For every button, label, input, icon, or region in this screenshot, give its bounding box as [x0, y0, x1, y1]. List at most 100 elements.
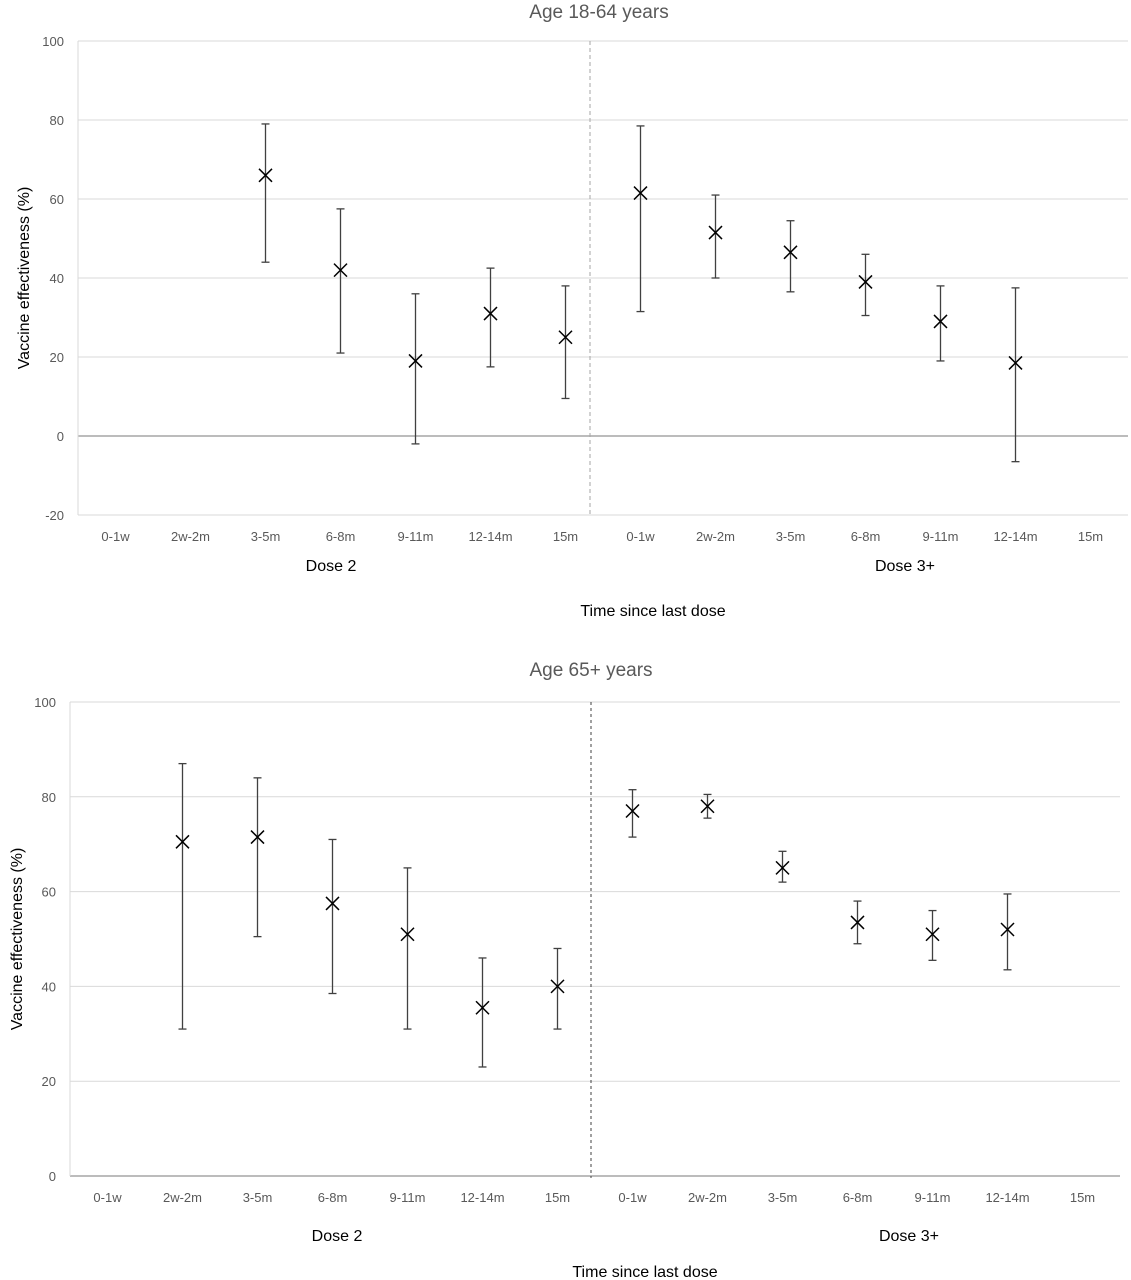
data-point-5: [475, 957, 490, 1068]
x-category-label: 12-14m: [460, 1190, 504, 1205]
y-tick-label: 80: [50, 113, 64, 128]
x-category-label: 0-1w: [618, 1190, 647, 1205]
y-tick-label: -20: [45, 508, 64, 523]
y-tick-label: 100: [42, 34, 64, 49]
x-marker: [925, 927, 940, 942]
x-category-label: 9-11m: [923, 529, 959, 544]
x-marker: [325, 896, 340, 911]
x-marker-stroke: [708, 225, 723, 240]
x-marker: [550, 979, 565, 994]
x-category-label: 6-8m: [851, 529, 881, 544]
x-axis-label: Time since last dose: [572, 1264, 717, 1280]
x-category-label: 9-11m: [915, 1190, 951, 1205]
x-category-label: 9-11m: [398, 529, 434, 544]
x-marker: [783, 245, 798, 260]
x-marker: [483, 306, 498, 321]
x-marker-stroke: [558, 330, 573, 345]
x-marker-stroke: [858, 274, 873, 289]
x-category-label: 6-8m: [326, 529, 356, 544]
x-category-label: 6-8m: [318, 1190, 348, 1205]
x-marker-stroke: [250, 830, 265, 845]
data-point-10: [858, 253, 873, 317]
x-marker-stroke: [925, 927, 940, 942]
x-category-label: 12-14m: [993, 529, 1037, 544]
data-point-9: [783, 220, 798, 293]
data-point-6: [550, 947, 565, 1030]
x-marker: [175, 834, 190, 849]
data-point-2: [250, 777, 265, 938]
y-axis-label: Vaccine effectiveness (%): [16, 187, 33, 370]
data-point-1: [175, 762, 190, 1030]
x-category-label: 2w-2m: [696, 529, 735, 544]
x-marker-stroke: [483, 306, 498, 321]
x-marker-stroke: [850, 915, 865, 930]
chart-panel-2: Age 65+ years 0 20 40 60 80 100 0-1w 2w-2m 3-5m 6-…: [9, 660, 1120, 1280]
x-marker: [850, 915, 865, 930]
x-category-label: 12-14m: [468, 529, 512, 544]
x-category-label: 0-1w: [93, 1190, 122, 1205]
x-marker: [700, 799, 715, 814]
group-label: Dose 2: [312, 1228, 363, 1245]
data-point-12: [1000, 893, 1015, 971]
x-category-label: 0-1w: [101, 529, 130, 544]
x-marker-stroke: [325, 896, 340, 911]
x-marker: [708, 225, 723, 240]
x-category-label: 2w-2m: [171, 529, 210, 544]
x-category-label: 3-5m: [243, 1190, 273, 1205]
y-tick-label: 0: [49, 1169, 56, 1184]
x-marker: [775, 860, 790, 875]
y-tick-label: 20: [42, 1074, 56, 1089]
data-point-6: [558, 285, 573, 400]
x-category-label: 2w-2m: [688, 1190, 727, 1205]
group-label: Dose 3+: [879, 1228, 939, 1245]
data-point-11: [933, 285, 948, 362]
x-marker: [475, 1000, 490, 1015]
x-marker: [400, 927, 415, 942]
x-category-label: 15m: [1078, 529, 1103, 544]
data-point-8: [700, 793, 715, 819]
x-category-label: 9-11m: [390, 1190, 426, 1205]
x-marker-stroke: [1000, 922, 1015, 937]
y-tick-label: 80: [42, 790, 56, 805]
x-marker: [558, 330, 573, 345]
x-marker-stroke: [258, 168, 273, 183]
data-point-12: [1008, 287, 1023, 463]
y-tick-label: 40: [42, 979, 56, 994]
x-category-label: 15m: [553, 529, 578, 544]
x-marker: [1000, 922, 1015, 937]
x-marker-stroke: [700, 799, 715, 814]
y-tick-label: 20: [50, 350, 64, 365]
x-category-label: 15m: [1070, 1190, 1095, 1205]
chart-panel-1: Age 18-64 years -20 0 20 40 60 80 100 0-1w 2w-2m 3…: [16, 2, 1128, 620]
y-tick-label: 60: [42, 885, 56, 900]
y-tick-label: 0: [57, 429, 64, 444]
x-category-label: 2w-2m: [163, 1190, 202, 1205]
group-label: Dose 2: [306, 558, 357, 575]
x-marker: [408, 353, 423, 368]
x-marker-stroke: [933, 314, 948, 329]
x-marker-stroke: [775, 860, 790, 875]
x-category-label: 6-8m: [843, 1190, 873, 1205]
chart-title: Age 18-64 years: [529, 2, 668, 23]
data-point-7: [633, 125, 648, 313]
y-tick-label: 60: [50, 192, 64, 207]
x-category-label: 3-5m: [251, 529, 281, 544]
data-point-3: [333, 208, 348, 354]
x-marker: [933, 314, 948, 329]
chart-title: Age 65+ years: [529, 660, 652, 681]
x-marker-stroke: [333, 263, 348, 278]
data-point-11: [925, 909, 940, 961]
x-marker-stroke: [175, 834, 190, 849]
x-marker-stroke: [408, 353, 423, 368]
x-marker-stroke: [633, 186, 648, 201]
data-point-7: [625, 789, 640, 838]
x-marker: [633, 186, 648, 201]
x-marker-stroke: [783, 245, 798, 260]
group-label: Dose 3+: [875, 558, 935, 575]
y-tick-label: 40: [50, 271, 64, 286]
x-marker-stroke: [550, 979, 565, 994]
x-marker: [1008, 355, 1023, 370]
y-axis-label: Vaccine effectiveness (%): [9, 848, 26, 1031]
data-point-2: [258, 123, 273, 263]
x-marker-stroke: [475, 1000, 490, 1015]
